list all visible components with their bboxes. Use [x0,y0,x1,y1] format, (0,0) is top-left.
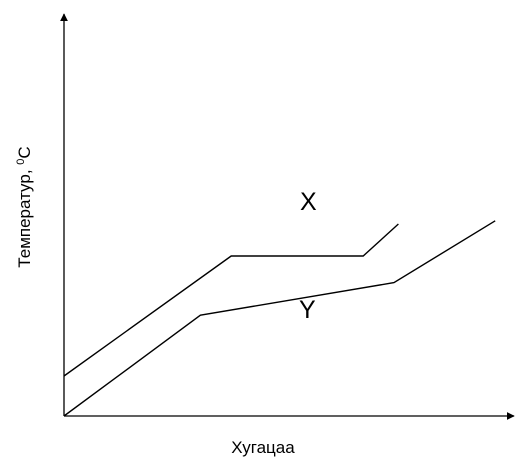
series-label-x: X [300,188,317,216]
series-label-y: Y [299,296,316,324]
y-axis-title: Температур, 0C [15,146,34,267]
y-axis-title-superscript: 0 [15,159,27,165]
series-line-x [63,223,399,377]
x-axis-title: Хугацаа [231,438,295,457]
y-axis-title-unit: C [15,146,34,158]
y-axis-title-prefix: Температур, [15,165,34,268]
series-line-y [63,220,496,417]
series-group [63,220,496,417]
